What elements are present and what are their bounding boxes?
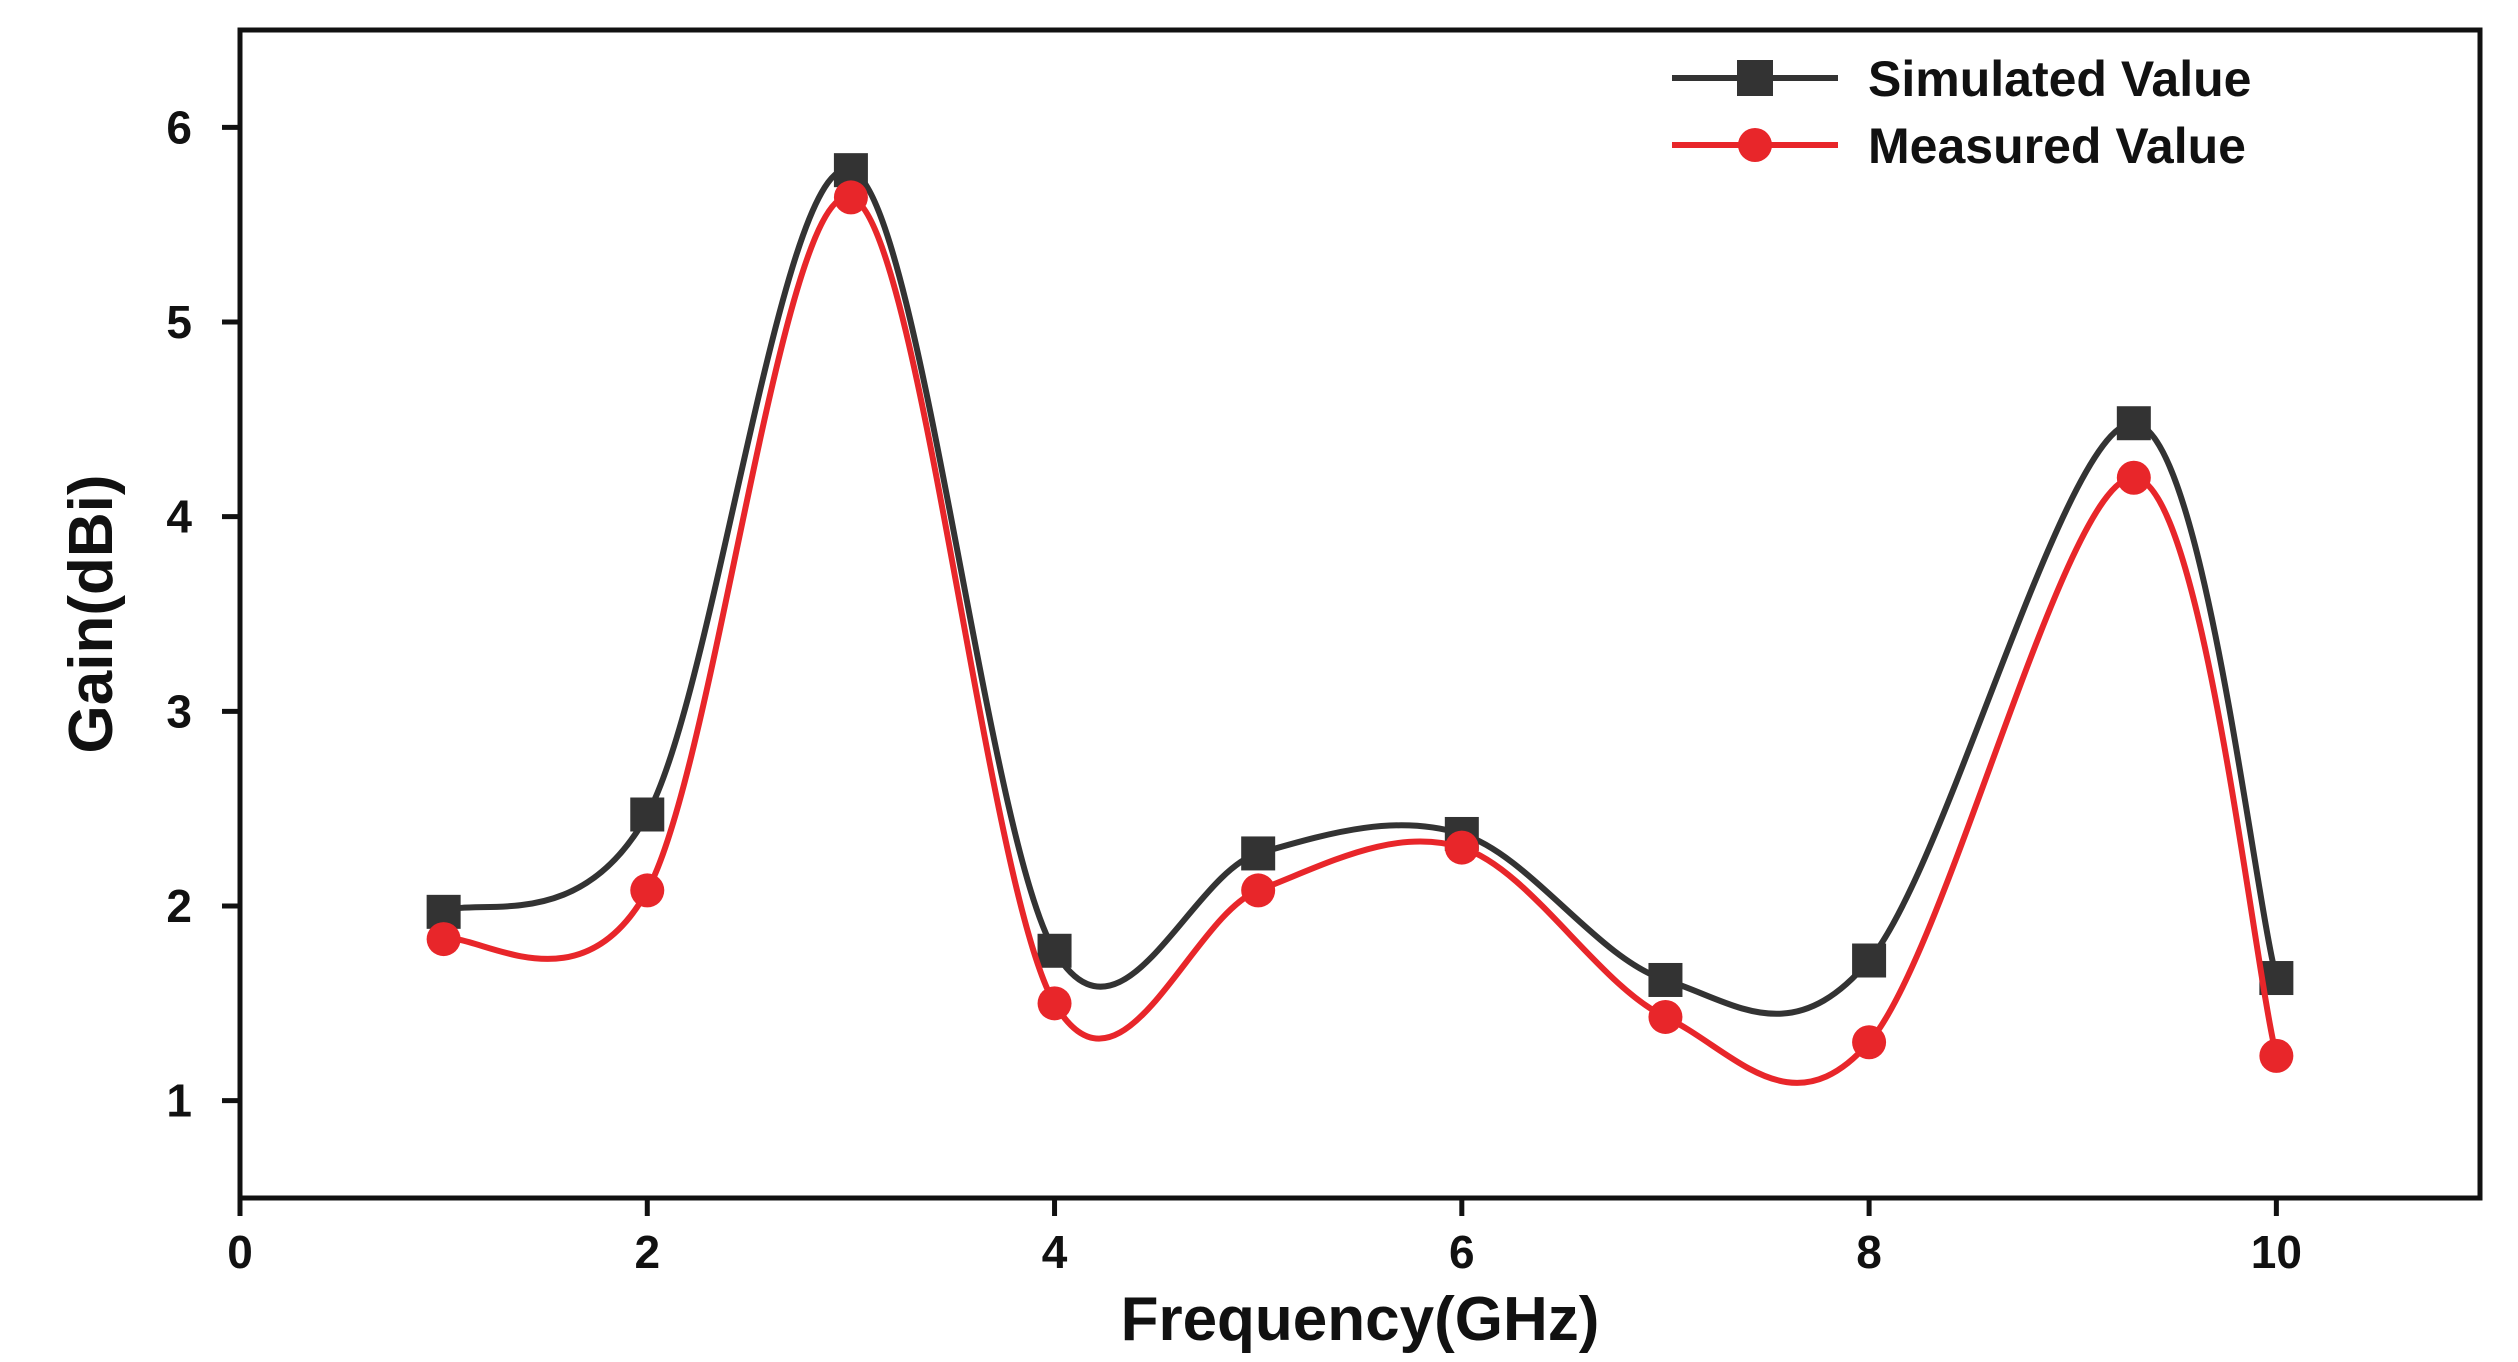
x-tick-label: 8 xyxy=(1856,1226,1882,1278)
data-point-measured xyxy=(1444,830,1479,865)
y-tick-label: 3 xyxy=(166,685,192,737)
data-point-simulated xyxy=(1648,962,1683,997)
y-axis-ticks: 1 2 3 4 5 6 xyxy=(166,101,240,1127)
y-tick-label: 1 xyxy=(166,1075,192,1127)
data-point-measured xyxy=(833,180,868,215)
x-tick-label: 4 xyxy=(1042,1226,1068,1278)
data-point-measured xyxy=(1241,873,1276,908)
x-axis-title: Frequency(GHz) xyxy=(1121,1285,1600,1354)
data-point-simulated xyxy=(1037,933,1072,968)
x-tick-label: 2 xyxy=(634,1226,660,1278)
y-axis-title: Gain(dBi) xyxy=(57,475,126,754)
data-point-measured xyxy=(1648,999,1683,1034)
legend-marker-simulated xyxy=(1737,60,1773,96)
y-tick-label: 4 xyxy=(166,491,192,543)
legend-marker-measured xyxy=(1738,128,1772,162)
x-tick-label: 10 xyxy=(2251,1226,2302,1278)
x-axis-ticks: 0 2 4 6 8 10 xyxy=(227,1198,2302,1278)
x-tick-label: 0 xyxy=(227,1226,253,1278)
series-simulated xyxy=(426,153,2294,1017)
series-layer xyxy=(426,153,2294,1086)
plot-frame xyxy=(237,27,2483,1201)
data-point-simulated xyxy=(1852,943,1887,978)
data-point-measured xyxy=(1037,986,1072,1021)
data-point-simulated xyxy=(630,797,665,832)
legend: Simulated Value Measured Value xyxy=(1672,51,2251,174)
data-point-simulated xyxy=(1241,836,1276,871)
legend-label-simulated: Simulated Value xyxy=(1868,51,2251,107)
x-tick-label: 6 xyxy=(1449,1226,1475,1278)
y-tick-label: 2 xyxy=(166,880,192,932)
data-point-measured xyxy=(2259,1038,2294,1073)
series-measured xyxy=(426,180,2294,1086)
data-point-measured xyxy=(2116,460,2151,495)
series-line-measured xyxy=(440,194,2280,1086)
data-point-simulated xyxy=(2116,406,2151,441)
y-tick-label: 5 xyxy=(166,296,192,348)
data-point-measured xyxy=(426,922,461,957)
series-line-simulated xyxy=(440,166,2280,1017)
data-point-measured xyxy=(630,873,665,908)
legend-label-measured: Measured Value xyxy=(1868,118,2246,174)
y-tick-label: 6 xyxy=(166,101,192,153)
data-point-measured xyxy=(1852,1025,1887,1060)
